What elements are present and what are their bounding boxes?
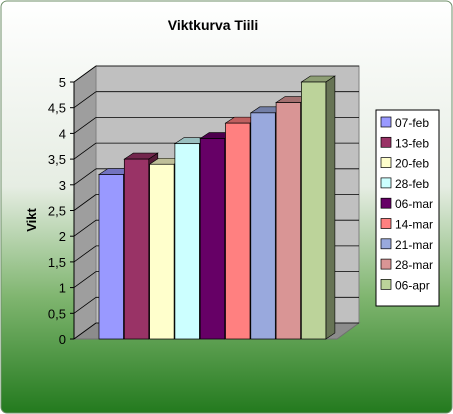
legend: 07-feb 13-feb 20-feb 28-feb 06-mar 14-mar 21-m… xyxy=(375,109,440,307)
legend-swatch xyxy=(380,136,392,148)
y-tick-label: 4 xyxy=(59,126,66,141)
bar-front xyxy=(123,158,150,340)
legend-entry: 07-feb xyxy=(395,116,429,130)
legend-entry: 06-apr xyxy=(395,278,430,292)
legend-swatch xyxy=(380,177,392,189)
gridline-side xyxy=(73,91,97,109)
y-tick-label: 3,5 xyxy=(48,152,66,167)
legend-entry: 28-feb xyxy=(395,177,429,191)
legend-swatch xyxy=(380,258,392,270)
gridline-side xyxy=(73,296,97,314)
legend-entry: 20-feb xyxy=(395,157,429,171)
y-tick-label: 3 xyxy=(59,178,66,193)
bar-front xyxy=(149,163,175,340)
legend-swatch xyxy=(380,279,392,290)
bar-front xyxy=(301,81,327,340)
y-tick-label: 0 xyxy=(59,332,66,347)
legend-swatch xyxy=(380,218,392,229)
bar-front xyxy=(199,138,226,340)
legend-swatch xyxy=(380,238,392,250)
bar-front xyxy=(174,143,200,340)
chart-title: Viktkurva Tiili xyxy=(168,17,259,33)
y-tick-label: 2,5 xyxy=(48,204,66,219)
y-tick-label: 0,5 xyxy=(48,306,66,321)
gridline-side xyxy=(73,142,97,160)
bar-front xyxy=(98,174,124,340)
gridline-side xyxy=(73,168,97,186)
gridline-side xyxy=(73,194,97,211)
legend-swatch xyxy=(380,116,392,128)
bar xyxy=(300,75,336,340)
y-tick-label: 2 xyxy=(59,229,66,244)
gridline-side xyxy=(73,65,97,83)
bar-side xyxy=(325,75,336,340)
bar-front xyxy=(250,112,276,340)
bar-front xyxy=(225,122,251,340)
gridline-side xyxy=(73,117,97,134)
gridline-side xyxy=(73,245,97,263)
bar-front xyxy=(275,102,301,340)
legend-swatch xyxy=(380,157,392,168)
gridline-side xyxy=(73,322,97,340)
y-tick-label: 5 xyxy=(59,75,66,90)
gridline-side xyxy=(73,271,97,288)
legend-entry: 14-mar xyxy=(395,218,433,232)
legend-entry: 21-mar xyxy=(395,238,433,252)
plot-area: 0 0,5 1 1,5 2 2,5 3 3,5 4 4,5 5 xyxy=(48,65,361,347)
gridline-side xyxy=(73,219,97,237)
y-tick-label: 1 xyxy=(59,281,66,296)
legend-entry: 06-mar xyxy=(395,197,433,211)
y-tick-label: 4,5 xyxy=(48,101,66,116)
y-tick-label: 1,5 xyxy=(48,255,66,270)
legend-entry: 28-mar xyxy=(395,258,433,272)
legend-swatch xyxy=(380,197,392,209)
legend-entry: 13-feb xyxy=(395,136,429,150)
y-axis-label: Vikt xyxy=(24,208,39,232)
